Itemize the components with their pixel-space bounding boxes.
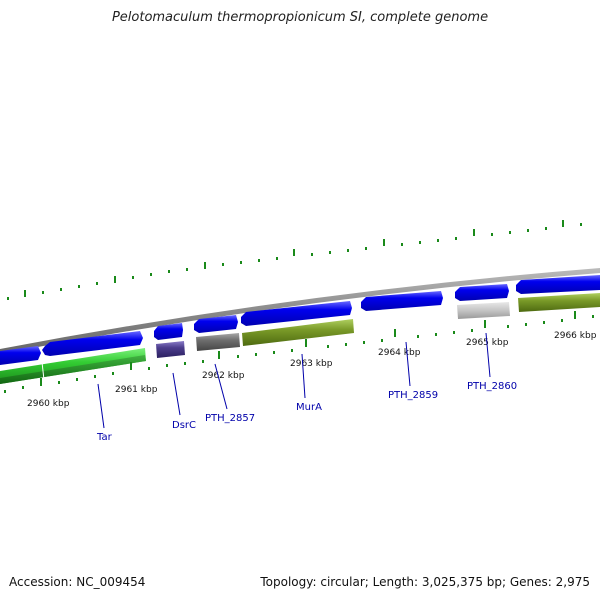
- gene-label-pth2857[interactable]: PTH_2857: [205, 413, 255, 424]
- gene-olive-bar[interactable]: [518, 293, 600, 312]
- colored-genes: [0, 293, 600, 384]
- inner-tick-ring: [4, 311, 594, 393]
- genome-stats-text: Topology: circular; Length: 3,025,375 bp…: [260, 575, 590, 589]
- gene-arrow[interactable]: [241, 301, 352, 326]
- gene-arrow[interactable]: [455, 284, 509, 301]
- gene-bar-dark[interactable]: [0, 355, 146, 384]
- kbp-label: 2963 kbp: [290, 359, 333, 369]
- gene-label-pth2860[interactable]: PTH_2860: [467, 381, 517, 392]
- kbp-label: 2962 kbp: [202, 371, 245, 381]
- gene-label-pth2859[interactable]: PTH_2859: [388, 390, 438, 401]
- gene-arrow[interactable]: [516, 275, 600, 294]
- map-title: Pelotomaculum thermopropionicum SI, comp…: [111, 10, 489, 25]
- gene-arrow[interactable]: [0, 346, 41, 365]
- gene-arrow[interactable]: [42, 331, 143, 356]
- kbp-label: 2964 kbp: [378, 348, 421, 358]
- gene-pth2857-bar[interactable]: [196, 333, 240, 351]
- gene-arrow[interactable]: [361, 291, 443, 311]
- gene-pth2860-bar[interactable]: [457, 302, 510, 319]
- genome-backbone: [0, 268, 600, 354]
- gene-arrow[interactable]: [194, 315, 238, 333]
- gene-label-tar[interactable]: Tar: [96, 432, 113, 443]
- kbp-label: 2966 kbp: [554, 331, 597, 341]
- gene-mura-bar[interactable]: [242, 319, 354, 346]
- gene-label-mura[interactable]: MurA: [296, 402, 322, 413]
- forward-strand-genes: [0, 275, 600, 365]
- gene-dsrc-bar[interactable]: [156, 341, 185, 358]
- gene-arrow[interactable]: [154, 323, 183, 340]
- kbp-label: 2960 kbp: [27, 399, 70, 409]
- kbp-label: 2961 kbp: [115, 385, 158, 395]
- accession-text: Accession: NC_009454: [9, 575, 146, 589]
- label-leaders: [97, 332, 491, 429]
- gene-label-dsrc[interactable]: DsrC: [172, 420, 196, 431]
- outer-tick-ring: [7, 220, 582, 300]
